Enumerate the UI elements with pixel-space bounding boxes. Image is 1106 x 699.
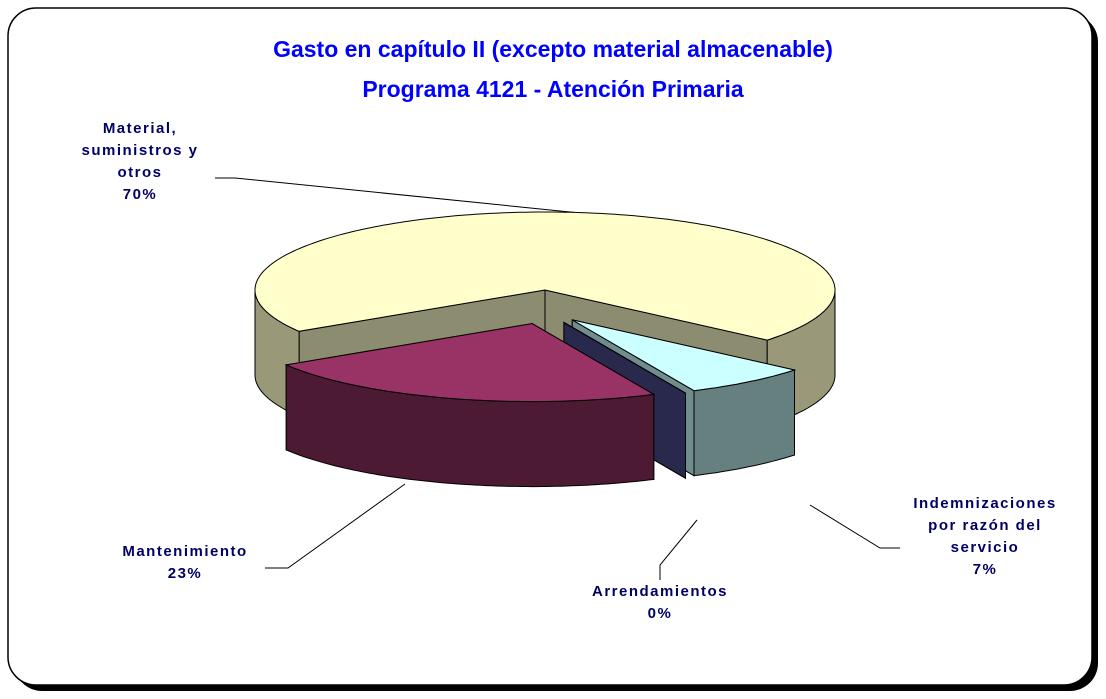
category-label: Indemnizaciones por razón del servicio bbox=[913, 495, 1057, 556]
category-label: Mantenimiento bbox=[122, 543, 248, 560]
value-label: 70% bbox=[122, 186, 158, 203]
pie bbox=[254, 211, 836, 488]
leader-line bbox=[215, 177, 581, 214]
slice-label: Arrendamientos 0% bbox=[550, 581, 770, 625]
chart-title: Gasto en capítulo II (excepto material a… bbox=[273, 36, 833, 62]
category-label: Material, suministros y otros bbox=[81, 120, 199, 181]
slice-top bbox=[563, 321, 686, 394]
category-label: Arrendamientos bbox=[591, 583, 729, 600]
slice-label: Indemnizaciones por razón del servicio 7% bbox=[900, 493, 1070, 581]
value-label: 7% bbox=[972, 561, 998, 578]
chart-subtitle: Programa 4121 - Atención Primaria bbox=[362, 76, 744, 102]
slice-label: Material, suministros y otros 70% bbox=[60, 118, 220, 206]
leader-line bbox=[809, 504, 900, 549]
slice-top bbox=[572, 319, 797, 392]
leader-line bbox=[659, 519, 698, 580]
slice-top bbox=[284, 323, 656, 403]
value-label: 0% bbox=[647, 605, 673, 622]
leader-line bbox=[265, 483, 406, 569]
leader-lines bbox=[215, 177, 900, 580]
value-label: 23% bbox=[167, 565, 203, 582]
slice-top bbox=[254, 211, 836, 341]
slice-label: Mantenimiento 23% bbox=[75, 541, 295, 585]
